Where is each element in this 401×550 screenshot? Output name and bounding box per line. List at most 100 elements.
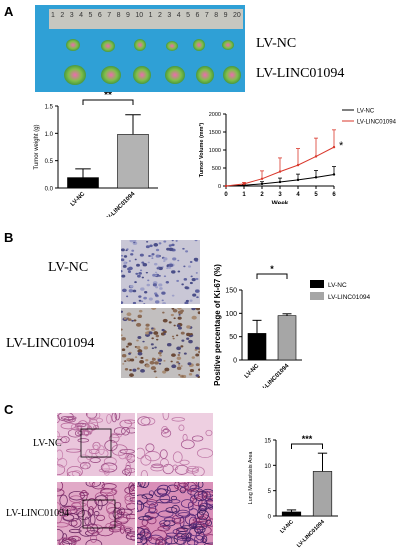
significance-bracket bbox=[256, 273, 288, 279]
nc-tumors bbox=[66, 39, 234, 52]
linc-tumors bbox=[64, 65, 241, 85]
x-tick-label: 2 bbox=[260, 192, 264, 198]
lung-image-lv-linc01094-high bbox=[137, 482, 213, 545]
legend-label: LV-LINC01094 bbox=[357, 120, 397, 126]
x-tick-label: 6 bbox=[332, 192, 336, 198]
significance-marker: * bbox=[270, 264, 274, 274]
x-tick-label: 4 bbox=[296, 192, 300, 198]
data-point bbox=[224, 184, 228, 188]
ruler-number: 6 bbox=[97, 12, 102, 19]
lung-image-lv-linc01094-low bbox=[57, 482, 135, 545]
y-tick-label: 500 bbox=[212, 166, 221, 172]
ihc-row-label-lv-nc: LV-NC bbox=[48, 260, 89, 275]
ruler-number: 9 bbox=[223, 12, 228, 19]
ruler-number: 1 bbox=[148, 12, 153, 19]
y-tick-label: 150 bbox=[225, 288, 237, 295]
x-tick-label: 5 bbox=[314, 192, 318, 198]
y-tick-label: 0 bbox=[268, 515, 272, 521]
y-axis-label: Positive percentage of Ki-67 (%) bbox=[213, 264, 222, 386]
significance-marker: ** bbox=[104, 92, 112, 101]
ruler-number: 1 bbox=[51, 12, 55, 19]
tumor-weight-chart: 0.0 0.5 1.0 1.5 Tumor weight (g) LV-NC LV-LINC… bbox=[34, 92, 158, 217]
category-label: LV-NC bbox=[279, 519, 295, 535]
ruler-number: 20 bbox=[233, 12, 241, 19]
x-tick-label: 1 bbox=[242, 192, 246, 198]
row-label-lv-linc01094: LV-LINC01094 bbox=[256, 66, 345, 81]
y-tick-label: 1.5 bbox=[45, 105, 54, 111]
significance-bracket bbox=[82, 99, 134, 105]
ruler-number: 8 bbox=[116, 12, 121, 19]
y-tick-label: 0.0 bbox=[45, 187, 54, 193]
bar bbox=[277, 315, 297, 361]
y-axis-label: Tumor weight (g) bbox=[34, 124, 40, 169]
category-label: LV-LINC01094 bbox=[258, 363, 291, 388]
significance-marker: * bbox=[339, 140, 344, 152]
ruler-number: 4 bbox=[176, 12, 181, 19]
lung-row-label-lv-nc: LV-NC bbox=[33, 438, 62, 449]
tumor-photo: 1 2 3 4 5 6 7 8 9 10 1 2 3 4 5 6 7 8 9 20 bbox=[35, 5, 245, 92]
ruler-number: 10 bbox=[135, 12, 144, 19]
significance-marker: *** bbox=[302, 434, 313, 444]
lung-row-label-lv-linc01094: LV-LINC01094 bbox=[6, 508, 70, 519]
y-tick-label: 1.0 bbox=[45, 132, 54, 138]
tumor-specimens bbox=[64, 39, 241, 85]
legend-label: LV-LINC01094 bbox=[328, 294, 371, 301]
legend-label: LV-NC bbox=[328, 282, 347, 289]
row-label-lv-nc: LV-NC bbox=[256, 36, 297, 51]
ruler-number: 8 bbox=[214, 12, 219, 19]
lung-image-lv-nc-high bbox=[137, 413, 213, 476]
series-line bbox=[225, 173, 335, 187]
category-label: LV-LINC01094 bbox=[104, 191, 137, 217]
y-tick-label: 50 bbox=[229, 334, 237, 341]
bar bbox=[281, 511, 302, 517]
ruler-number: 7 bbox=[204, 12, 209, 19]
y-tick-label: 1000 bbox=[209, 148, 221, 154]
y-tick-label: 15 bbox=[264, 439, 271, 445]
y-tick-label: 0 bbox=[233, 358, 237, 365]
ruler-number: 5 bbox=[88, 12, 93, 19]
y-tick-label: 0.5 bbox=[45, 159, 54, 165]
ruler-number: 2 bbox=[60, 12, 65, 19]
lung-metastasis-chart: 0 5 10 15 Lung Metastasis Area LV-NC LV-LINC01… bbox=[248, 434, 338, 548]
ruler-number: 7 bbox=[107, 12, 112, 19]
ruler-number: 3 bbox=[167, 12, 172, 19]
ihc-image-lv-nc bbox=[121, 240, 200, 304]
tumor-volume-chart: 0 500 1000 1500 2000 0 1 2 3 4 5 6 Week Tumor Volume … bbox=[198, 109, 397, 205]
ruler-number: 2 bbox=[158, 12, 162, 19]
y-axis-label: Tumor Volume (mm³) bbox=[198, 123, 205, 178]
y-axis-label: Lung Metastasis Area bbox=[248, 451, 254, 505]
y-tick-label: 0 bbox=[218, 184, 221, 190]
panel-letter-b: B bbox=[4, 230, 14, 245]
category-label: LV-LINC01094 bbox=[296, 519, 327, 548]
bar bbox=[67, 177, 99, 189]
lung-image-lv-nc-low bbox=[57, 413, 135, 476]
ruler-number: 3 bbox=[69, 12, 74, 19]
legend-swatch bbox=[310, 280, 324, 288]
category-label: LV-NC bbox=[244, 363, 261, 380]
bar bbox=[117, 134, 149, 189]
ihc-image-lv-linc01094 bbox=[121, 308, 200, 378]
x-tick-label: 3 bbox=[278, 192, 282, 198]
series-line bbox=[225, 146, 335, 187]
ruler-numbers: 1 2 3 4 5 6 7 8 9 10 1 2 3 4 5 6 7 8 9 20 bbox=[51, 12, 241, 24]
ruler-number: 5 bbox=[186, 12, 191, 19]
category-label: LV-NC bbox=[70, 191, 87, 208]
y-tick-label: 1500 bbox=[209, 130, 221, 136]
ruler-number: 4 bbox=[79, 12, 84, 19]
y-tick-label: 2000 bbox=[209, 112, 221, 118]
legend-label: LV-NC bbox=[357, 109, 375, 115]
panel-letter-c: C bbox=[4, 402, 14, 417]
x-axis-label: Week bbox=[272, 200, 289, 204]
y-tick-label: 100 bbox=[225, 311, 237, 318]
y-tick-label: 5 bbox=[268, 489, 272, 495]
significance-bracket bbox=[291, 443, 323, 449]
ruler-number: 6 bbox=[195, 12, 200, 19]
bar bbox=[247, 333, 267, 361]
x-tick-label: 0 bbox=[224, 192, 228, 198]
bar bbox=[312, 471, 333, 517]
ruler bbox=[49, 9, 243, 29]
ruler-number: 9 bbox=[126, 12, 130, 19]
y-tick-label: 10 bbox=[264, 464, 271, 470]
panel-letter-a: A bbox=[4, 4, 14, 19]
ihc-row-label-lv-linc01094: LV-LINC01094 bbox=[6, 336, 95, 351]
